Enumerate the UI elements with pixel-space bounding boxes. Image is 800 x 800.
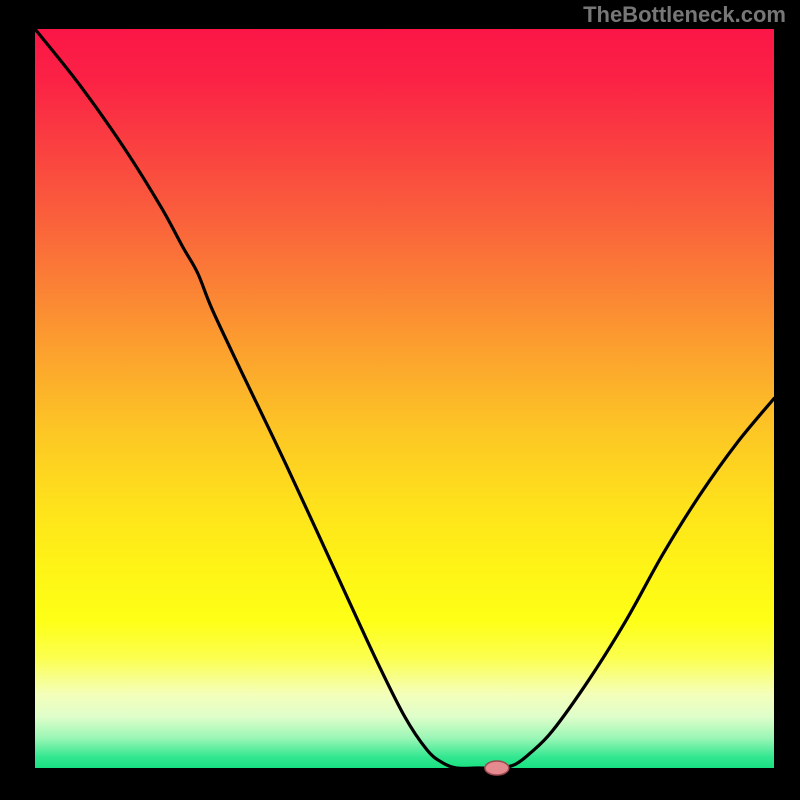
chart-svg bbox=[0, 0, 800, 800]
attribution-text: TheBottleneck.com bbox=[583, 2, 786, 28]
bottleneck-chart bbox=[0, 0, 800, 800]
plot-background bbox=[35, 29, 774, 768]
optimal-point-marker bbox=[485, 761, 509, 775]
